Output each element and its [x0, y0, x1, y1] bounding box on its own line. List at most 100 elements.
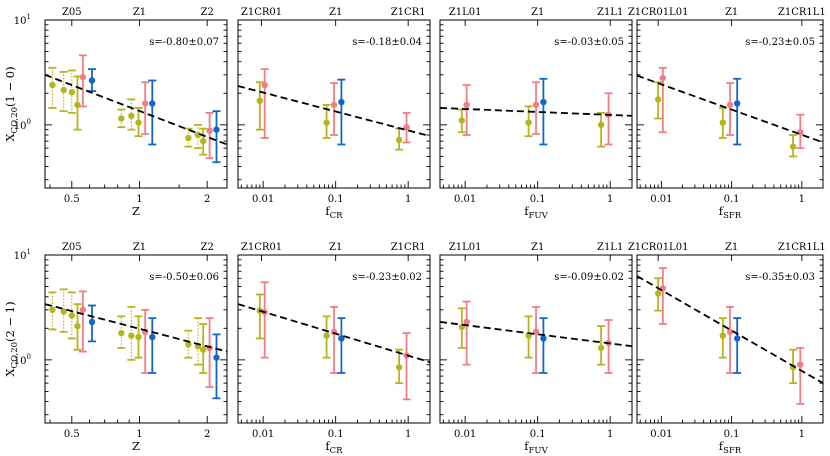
point-marker: [540, 98, 547, 106]
x-tick-label: 2: [204, 194, 210, 205]
x-tick-label: 0.01: [252, 194, 274, 205]
point-marker: [395, 364, 403, 371]
data-point: [658, 66, 667, 134]
data-point: [255, 293, 264, 340]
data-point: [654, 277, 663, 312]
top-label: Z1: [329, 7, 342, 18]
x-tick-label: 2: [204, 429, 210, 440]
data-point: [205, 112, 214, 160]
panel-5: 0.01 0.1 1 Z1CR01 Z1 Z1CR1 fCR s=-0.23±0.02: [237, 242, 431, 456]
data-point: [212, 333, 221, 400]
y-axis-label: XCO,20(2 − 1): [3, 301, 20, 376]
data-point: [402, 112, 411, 144]
point-marker: [463, 318, 470, 326]
data-point: [462, 300, 471, 366]
x-axis-label: fSFR: [719, 439, 742, 456]
data-point: [193, 317, 202, 366]
y-tick-label: 101: [14, 248, 31, 262]
x-tick-label: 0.5: [64, 429, 80, 440]
y-axis-label: XCO,20(1 − 0): [3, 66, 20, 141]
point-marker: [458, 117, 466, 124]
x-axis-label: Z: [132, 439, 140, 453]
fit-line: [237, 85, 431, 138]
x-tick-label: 1: [405, 429, 411, 440]
top-label: Z1CR1L1: [778, 7, 826, 18]
x-tick-label: 1: [136, 429, 142, 440]
point-marker: [141, 100, 149, 107]
point-marker: [403, 124, 410, 131]
x-axis-label: fCR: [325, 204, 343, 221]
data-point: [127, 305, 136, 361]
point-marker: [79, 306, 87, 314]
x-axis-label: fSFR: [719, 204, 742, 221]
data-point: [597, 325, 606, 366]
point-marker: [654, 96, 662, 103]
data-point: [330, 305, 339, 374]
top-label: Z1CR1: [391, 242, 426, 253]
panel-0: 0.5 1 2 Z05 Z1 Z2 Zs=-0.80±0.07: [44, 7, 228, 218]
data-point: [184, 329, 193, 359]
data-point: [199, 323, 208, 374]
point-marker: [206, 127, 213, 134]
point-marker: [185, 341, 192, 348]
slope-annotation: s=-0.18±0.04: [352, 37, 422, 48]
data-point: [796, 347, 805, 405]
point-marker: [463, 101, 470, 109]
panel-3: 0.01 0.1 1 Z1CR01L01 Z1 Z1CR1L1 fSFR s=-0.23±0.…: [628, 7, 826, 221]
point-marker: [597, 121, 605, 129]
top-label: Z1CR01: [241, 242, 282, 253]
data-point: [88, 304, 97, 343]
data-point: [718, 317, 727, 359]
point-marker: [68, 312, 76, 319]
top-label: Z1: [531, 242, 544, 253]
top-label: Z1: [133, 7, 146, 18]
x-tick-label: 0.1: [328, 194, 344, 205]
point-marker: [88, 77, 96, 84]
x-tick-label: 0.1: [724, 194, 740, 205]
x-tick-label: 0.5: [64, 194, 80, 205]
top-label: Z1L01: [449, 242, 482, 253]
data-point: [141, 308, 150, 374]
data-point: [260, 281, 269, 359]
data-point: [658, 267, 667, 325]
panel-frame: [237, 254, 431, 424]
data-point: [733, 317, 742, 374]
data-point: [48, 291, 57, 331]
x-tick-label: 1: [799, 429, 805, 440]
point-marker: [213, 126, 220, 133]
panel-2: 0.01 0.1 1 Z1L01 Z1 Z1L1 fFUV s=-0.03±0.05: [439, 7, 633, 221]
slope-annotation: s=-0.09±0.02: [554, 272, 624, 283]
point-marker: [118, 115, 125, 122]
point-marker: [726, 328, 734, 336]
x-tick-label: 0.1: [530, 194, 546, 205]
point-marker: [719, 332, 727, 339]
point-marker: [60, 308, 67, 315]
data-point: [59, 288, 68, 333]
point-marker: [532, 328, 540, 336]
data-point: [337, 78, 346, 146]
top-label: Z1L1: [597, 242, 623, 253]
point-marker: [135, 119, 142, 126]
top-label: Z1: [725, 242, 738, 253]
panel-frame: [44, 254, 228, 424]
x-tick-label: 1: [607, 429, 613, 440]
point-marker: [213, 354, 220, 361]
data-point: [73, 75, 82, 131]
data-point: [789, 134, 798, 158]
point-marker: [199, 137, 207, 145]
point-marker: [49, 306, 56, 314]
x-axis-label: fCR: [325, 439, 343, 456]
point-marker: [149, 100, 156, 107]
panel-4: 0.5 1 2 Z05 Z1 Z2 Zs=-0.50±0.06: [44, 242, 228, 453]
data-point: [733, 77, 742, 146]
top-label: Z1: [531, 7, 544, 18]
top-label: Z2: [201, 242, 214, 253]
data-point: [604, 92, 613, 146]
point-marker: [525, 119, 532, 126]
data-point: [726, 305, 735, 374]
top-label: Z05: [62, 242, 82, 253]
slope-annotation: s=-0.23±0.05: [745, 37, 815, 48]
data-point: [337, 317, 346, 374]
y-tick-label: 101: [14, 13, 31, 27]
